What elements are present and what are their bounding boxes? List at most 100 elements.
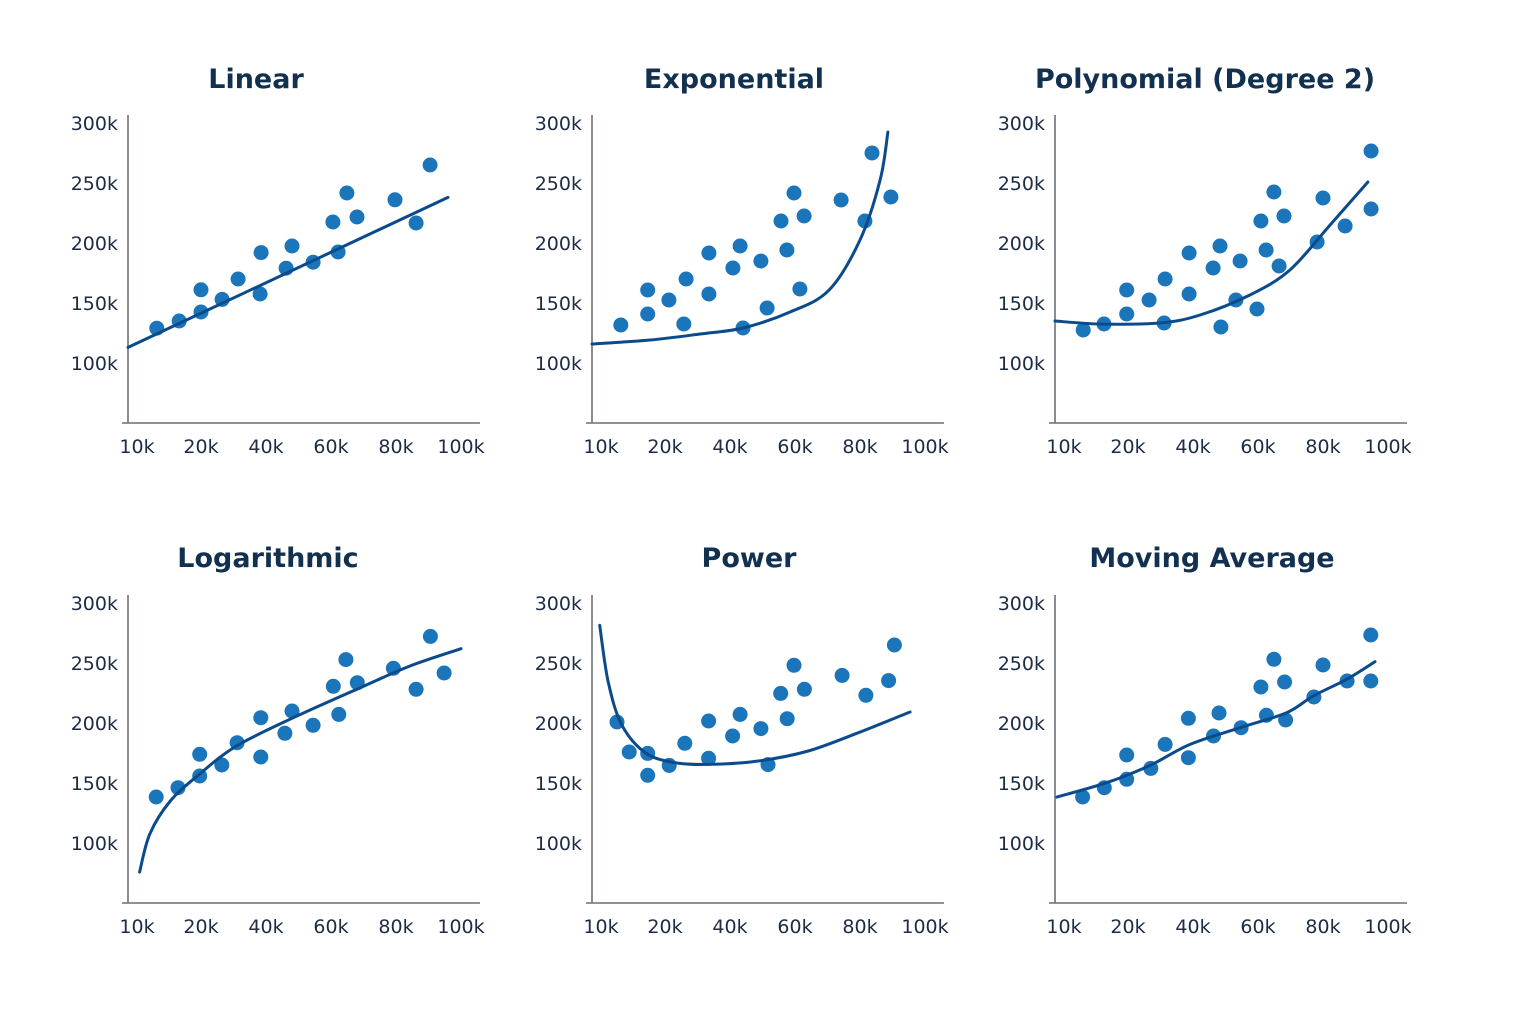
chart-title: Logarithmic [177,543,358,574]
data-point [1181,245,1197,261]
x-tick-label: 20k [183,436,218,458]
data-point [792,281,808,297]
y-tick-label: 100k [535,353,582,375]
x-tick-label: 10k [119,916,154,938]
data-point [1276,208,1292,224]
x-tick-label: 40k [712,916,747,938]
data-point [640,767,656,783]
y-tick-label: 250k [535,653,582,675]
x-tick-label: 100k [901,436,948,458]
data-point [1181,286,1197,302]
y-tick-label: 250k [71,173,118,195]
data-point [1253,679,1269,695]
data-point [640,306,656,322]
data-point [779,242,795,258]
x-tick-label: 60k [777,916,812,938]
chart-panel: Moving Average 300k 250k 200k 150k 100k 10k 20k… [998,543,1412,938]
y-tick-label: 250k [998,653,1045,675]
trendline [1055,660,1377,799]
chart-panel: Exponential 300k 250k 200k 150k 100k 10k 20k 40k… [535,64,949,458]
data-point [387,192,403,208]
data-point [1119,282,1135,298]
data-point [701,245,717,261]
chart-panel: Power 300k 250k 200k 150k 100k 10k 20k 40k 60k 80k… [535,543,949,938]
data-point [339,185,355,201]
data-point [881,673,897,689]
y-tick-label: 150k [998,293,1045,315]
x-tick-label: 40k [1175,436,1210,458]
y-tick-label: 150k [535,773,582,795]
data-point [786,185,802,201]
y-tick-label: 150k [535,293,582,315]
data-point [325,214,341,230]
data-point [1157,271,1173,287]
data-point [864,145,880,161]
x-tick-label: 80k [1305,916,1340,938]
data-point [858,687,874,703]
x-tick-label: 60k [1240,436,1275,458]
data-point [677,735,693,751]
trendline [590,130,890,346]
data-point [883,189,899,205]
x-tick-label: 40k [1175,916,1210,938]
data-point [678,271,694,287]
data-point [1075,789,1091,805]
data-point [253,749,269,765]
data-point [1119,747,1135,763]
data-point [325,678,341,694]
data-point [192,746,208,762]
y-tick-label: 200k [998,713,1045,735]
data-point [214,757,230,773]
x-tick-label: 100k [1364,436,1411,458]
x-tick-label: 20k [647,436,682,458]
data-point [148,789,164,805]
data-point [701,713,717,729]
data-point [1266,184,1282,200]
data-point [796,681,812,697]
x-tick-label: 100k [901,916,948,938]
data-point [349,209,365,225]
trendline [138,647,463,874]
y-tick-label: 200k [535,233,582,255]
x-tick-label: 10k [1046,436,1081,458]
y-tick-label: 200k [71,233,118,255]
data-point [779,711,795,727]
data-point [1075,322,1091,338]
chart-title: Exponential [644,64,824,95]
data-point [436,665,452,681]
data-point [1258,242,1274,258]
data-point [252,286,268,302]
y-tick-label: 300k [998,113,1045,135]
data-point [1363,143,1379,159]
data-point [1337,218,1353,234]
y-tick-label: 200k [71,713,118,735]
data-point [422,157,438,173]
y-tick-label: 100k [535,833,582,855]
data-point [834,667,850,683]
chart-panel: Linear 300k 250k 200k 150k 100k 10k 20k 40k 60k 80… [71,64,485,458]
x-tick-label: 100k [1364,916,1411,938]
y-tick-label: 100k [71,833,118,855]
data-point [759,300,775,316]
data-point [753,721,769,737]
data-point [613,317,629,333]
y-tick-label: 300k [71,113,118,135]
data-point [676,316,692,332]
x-tick-label: 60k [313,916,348,938]
data-point [1157,736,1173,752]
data-point [732,238,748,254]
x-tick-label: 80k [378,436,413,458]
x-tick-label: 10k [1046,916,1081,938]
data-point [408,215,424,231]
y-tick-label: 200k [998,233,1045,255]
data-point [253,245,269,261]
data-point [753,253,769,269]
data-point [786,657,802,673]
x-tick-label: 80k [842,916,877,938]
data-point [1363,627,1379,643]
chart-panel: Polynomial (Degree 2) 300k 250k 200k 150k 100… [998,64,1412,458]
data-point [1180,750,1196,766]
y-tick-label: 250k [535,173,582,195]
x-tick-label: 20k [1110,436,1145,458]
data-point [725,728,741,744]
